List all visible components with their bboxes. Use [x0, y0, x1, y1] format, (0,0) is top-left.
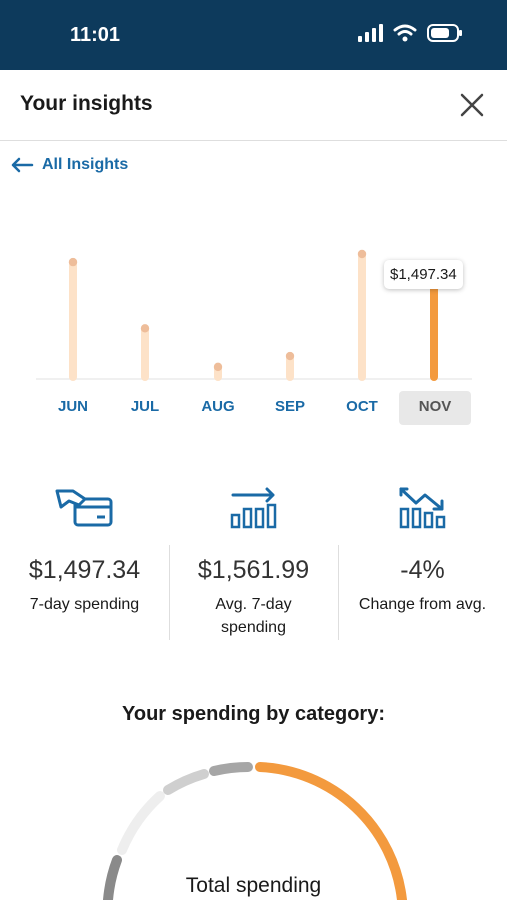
stats-row: $1,497.34 7-day spending $1,561.99 Avg. …: [0, 480, 507, 640]
wifi-icon: [393, 24, 417, 42]
trend-down-chart-icon: [399, 487, 445, 529]
stat-value: $1,561.99: [197, 556, 310, 584]
status-time: 11:01: [70, 24, 121, 46]
chart-tooltip: $1,497.34: [384, 260, 463, 289]
back-link-label: All Insights: [42, 156, 129, 173]
trend-up-chart-icon: [230, 487, 276, 529]
stat-label: Avg. 7-day spending: [215, 596, 292, 636]
arrow-left-icon: [11, 157, 34, 173]
chart-point-aug: [213, 362, 223, 372]
donut-segment[interactable]: [103, 855, 122, 900]
month-tab-sep[interactable]: SEP: [274, 398, 305, 415]
chart-point-sep: [285, 351, 295, 361]
donut-segment[interactable]: [255, 762, 407, 900]
selected-month-highlight: [399, 391, 471, 425]
stats-divider: [169, 545, 170, 640]
month-tab-nov[interactable]: NOV: [418, 398, 452, 415]
month-tab-oct[interactable]: OCT: [346, 398, 378, 415]
chart-point-oct: [357, 249, 367, 259]
status-icons: [357, 24, 463, 42]
stat-change-from-avg: -4% Change from avg.: [338, 480, 507, 640]
chart-point-jul: [140, 324, 150, 333]
back-link[interactable]: All Insights: [10, 156, 128, 174]
category-section-title: Your spending by category:: [122, 703, 385, 725]
battery-icon: [427, 24, 462, 42]
month-tab-aug[interactable]: AUG: [201, 398, 235, 415]
stat-label: Change from avg.: [358, 596, 487, 613]
chart-point-jun: [68, 257, 78, 267]
month-tab-jun[interactable]: JUN: [57, 398, 88, 415]
donut-segment[interactable]: [117, 791, 165, 855]
status-bar: 11:01: [0, 0, 507, 70]
page-title: Your insights: [20, 92, 153, 115]
close-icon[interactable]: [459, 92, 485, 118]
monthly-spending-chart: [36, 249, 472, 381]
category-donut-chart[interactable]: [0, 740, 507, 900]
donut-center-label: Total spending: [185, 874, 322, 897]
stats-divider: [338, 545, 339, 640]
donut-segment[interactable]: [163, 769, 209, 795]
signal-icon: [358, 24, 383, 42]
app-header: Your insights: [0, 70, 507, 141]
card-payment-icon: [55, 489, 112, 527]
stat-value: $1,497.34: [28, 556, 141, 584]
stat-value: -4%: [400, 556, 445, 584]
stat-avg-7day-spending: $1,561.99 Avg. 7-day spending: [169, 480, 338, 640]
stat-label: 7-day spending: [29, 596, 140, 613]
donut-segment[interactable]: [209, 762, 253, 776]
month-tab-jul[interactable]: JUL: [130, 398, 160, 415]
stat-7day-spending: $1,497.34 7-day spending: [0, 480, 169, 640]
